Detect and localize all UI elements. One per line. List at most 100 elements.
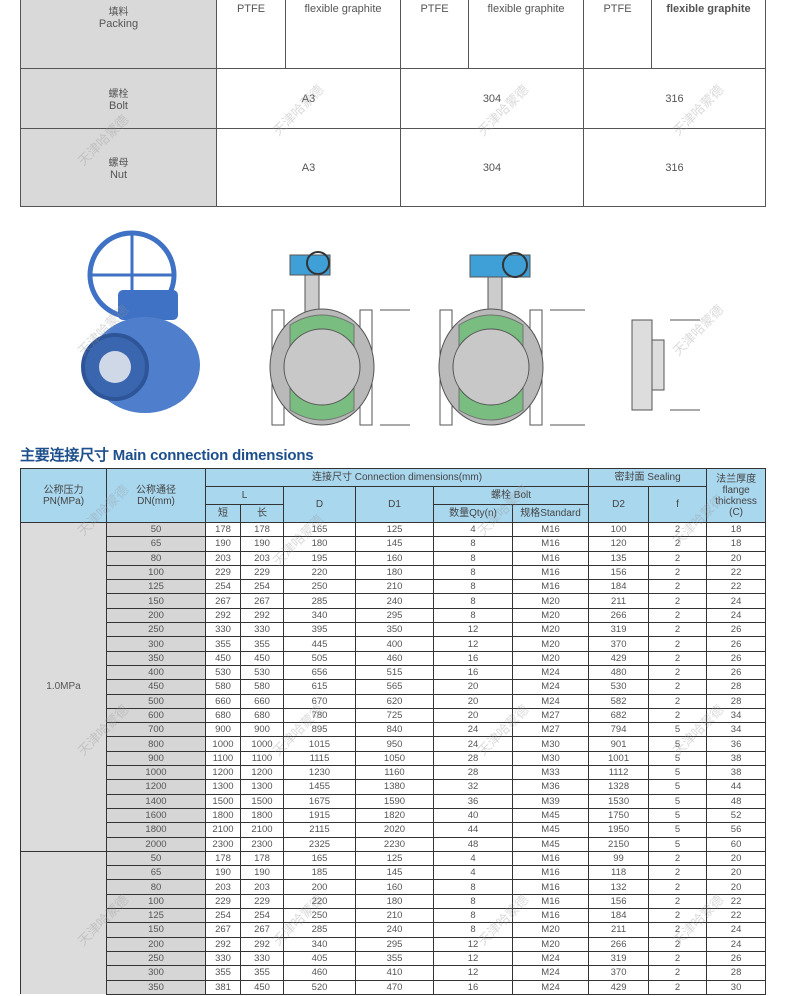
header-standard: 规格Standard (511, 504, 590, 523)
header-f: f (648, 486, 708, 523)
table-cell: 28 (706, 679, 767, 695)
table-cell: 1300 (240, 779, 284, 795)
table-cell: 355 (240, 636, 284, 652)
dn-cell: 1200 (106, 779, 206, 795)
table-cell: 18 (706, 521, 767, 538)
dn-cell: 80 (106, 550, 206, 566)
table-cell: 2 (648, 979, 708, 995)
table-cell: 12 (433, 965, 513, 981)
table-cell: 22 (706, 564, 767, 581)
table-row: 1400 1500 1500 1675 1590 36 M39 1530 5 48 (21, 793, 767, 809)
table-cell: 160 (355, 879, 434, 895)
table-cell: 450 (205, 650, 241, 666)
dn-cell: 900 (106, 750, 206, 767)
table-cell: 220 (283, 564, 356, 581)
dn-cell: 300 (106, 636, 206, 652)
table-cell: 1100 (240, 750, 284, 767)
table-cell: 1200 (240, 765, 284, 781)
table-cell: 24 (433, 736, 513, 752)
valve-photo (81, 230, 200, 413)
table-cell: 211 (588, 922, 650, 938)
table-row: 800 1000 1000 1015 950 24 M30 901 5 36 (21, 736, 767, 752)
table-cell: 16 (433, 664, 513, 681)
header-pn: 公称压力 PN(MPa) (20, 468, 107, 523)
dn-cell: 1400 (106, 793, 206, 809)
table-cell: 400 (355, 636, 434, 652)
dn-cell: 100 (106, 564, 206, 581)
table-row: 100 229 229 220 180 8 M16 156 2 22 (21, 564, 767, 581)
table-cell: 267 (205, 593, 241, 609)
table-cell: 1530 (588, 793, 650, 809)
table-cell: 530 (588, 679, 650, 695)
dn-cell: 350 (106, 979, 206, 995)
table-cell: 1200 (205, 765, 241, 781)
table-cell: 1950 (588, 822, 650, 838)
table-cell: 12 (433, 950, 513, 967)
table-cell: 24 (706, 922, 767, 938)
table-cell: 1455 (283, 779, 356, 795)
table-cell: 100 (588, 521, 650, 538)
table-cell: 1100 (205, 750, 241, 767)
table-cell: M20 (511, 936, 590, 952)
table-cell: 319 (588, 950, 650, 967)
table-cell: M33 (511, 765, 590, 781)
table-cell: M20 (511, 922, 590, 938)
table-cell: 125 (355, 521, 434, 538)
header-flange: 法兰厚度 flange thickness (C) (706, 468, 767, 523)
table-cell: 1590 (355, 793, 434, 809)
table-cell: 794 (588, 722, 650, 738)
table-cell: 180 (283, 536, 356, 552)
table-cell: 250 (283, 579, 356, 595)
table-cell: 2100 (205, 822, 241, 838)
cell: 316 (583, 128, 766, 207)
table-cell: 2115 (283, 822, 356, 838)
dn-cell: 400 (106, 664, 206, 681)
table-cell: 840 (355, 722, 434, 738)
table-cell: 2 (648, 636, 708, 652)
table-cell: 370 (588, 636, 650, 652)
table-cell: 405 (283, 950, 356, 967)
table-cell: 240 (355, 593, 434, 609)
table-cell: 901 (588, 736, 650, 752)
table-cell: 2150 (588, 836, 650, 852)
table-cell: 340 (283, 936, 356, 952)
section-drawing-2 (438, 252, 585, 426)
table-cell: 2 (648, 564, 708, 581)
table-cell: 8 (433, 908, 513, 924)
table-row: 350 381 450 520 470 16 M24 429 2 30 (21, 979, 767, 995)
table-cell: 12 (433, 622, 513, 638)
table-cell: M24 (511, 664, 590, 681)
table-cell: 8 (433, 579, 513, 595)
table-cell: 48 (706, 793, 767, 809)
table-cell: 18 (706, 536, 767, 552)
table-cell: 1112 (588, 765, 650, 781)
table-cell: 355 (240, 965, 284, 981)
table-cell: 620 (355, 693, 434, 709)
header-flange-c: (C) (729, 506, 744, 518)
table-cell: 28 (433, 765, 513, 781)
table-row: 300 355 355 460 410 12 M24 370 2 28 (21, 965, 767, 981)
table-cell: 99 (588, 850, 650, 867)
table-row: 65 190 190 180 145 8 M16 120 2 18 (21, 536, 767, 552)
table-cell: 5 (648, 779, 708, 795)
table-cell: 145 (355, 536, 434, 552)
table-cell: 135 (588, 550, 650, 566)
table-cell: M16 (511, 850, 590, 867)
table-row: 80 203 203 195 160 8 M16 135 2 20 (21, 550, 767, 566)
table-cell: 2 (648, 679, 708, 695)
table-cell: 254 (240, 908, 284, 924)
table-cell: 229 (240, 564, 284, 581)
section-drawing-1 (269, 251, 410, 426)
table-cell: 178 (205, 521, 241, 538)
dn-cell: 350 (106, 650, 206, 666)
table-cell: 190 (205, 536, 241, 552)
table-cell: 254 (205, 579, 241, 595)
table-row: 150 267 267 285 240 8 M20 211 2 24 (21, 922, 767, 938)
dn-cell: 50 (106, 521, 206, 538)
table-row: 50 178 178 165 125 4 M16 99 2 20 (20, 850, 767, 995)
table-cell: 24 (706, 936, 767, 952)
table-cell: 1000 (205, 736, 241, 752)
table-cell: 1115 (283, 750, 356, 767)
table-cell: 429 (588, 979, 650, 995)
table-cell: 285 (283, 593, 356, 609)
